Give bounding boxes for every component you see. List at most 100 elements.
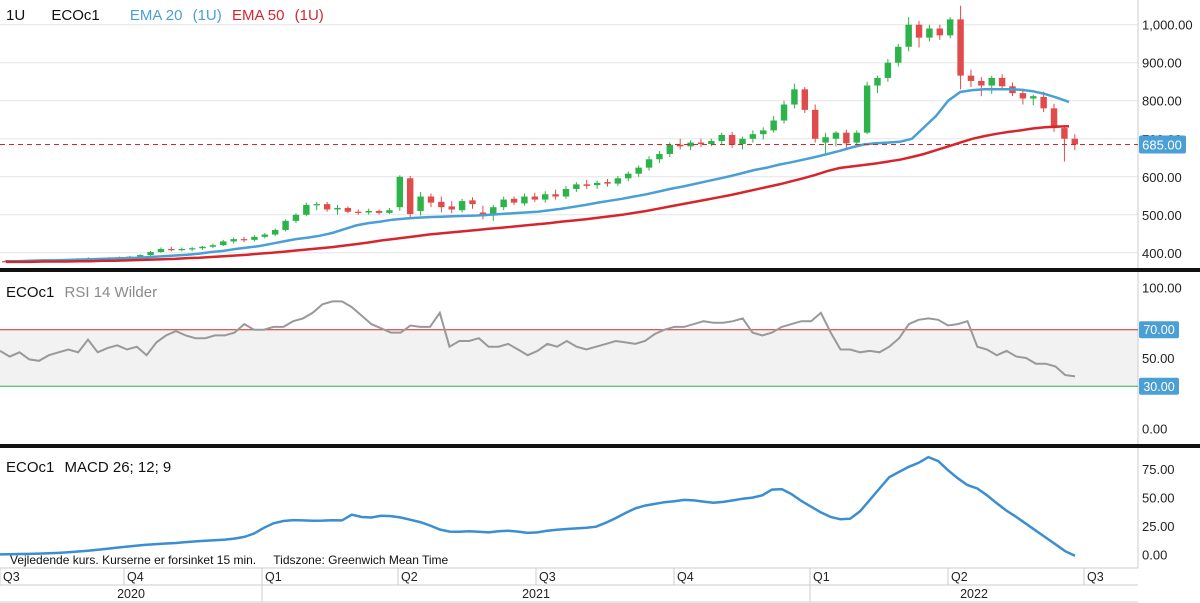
candle-body	[708, 141, 715, 145]
candle-body	[770, 120, 777, 131]
candle-body	[573, 184, 580, 189]
candle-body	[396, 176, 404, 208]
candle-body	[469, 200, 476, 205]
quarter-label: Q4	[677, 570, 694, 584]
candle	[375, 209, 383, 215]
candle-body	[687, 142, 694, 147]
candle	[1061, 125, 1068, 162]
candle-body	[791, 89, 798, 105]
price-ytick-label: 1,000.00	[1142, 18, 1193, 33]
candle-body	[334, 207, 341, 210]
quarter-label: Q1	[813, 570, 830, 584]
candle	[625, 171, 632, 182]
candle-body	[147, 252, 154, 256]
candle-body	[822, 137, 829, 143]
candle-body	[1050, 108, 1058, 129]
rsi-lower-badge: 30.00	[1139, 377, 1179, 395]
candle-body	[168, 248, 175, 251]
disclaimer-text: Vejledende kurs. Kurserne er forsinket 1…	[10, 553, 256, 567]
rsi-title: RSI 14 Wilder	[65, 284, 158, 301]
candle	[801, 87, 809, 113]
macd-line	[0, 455, 1076, 557]
year-label: 2021	[522, 587, 550, 601]
ema50-line	[6, 124, 1070, 264]
candle-body	[136, 255, 144, 257]
candle	[292, 213, 300, 224]
candle	[220, 239, 227, 246]
footer-notice: Vejledende kurs. Kurserne er forsinket 1…	[10, 553, 449, 567]
candle-body	[188, 248, 196, 250]
candle	[1, 260, 9, 263]
candle-body	[490, 207, 497, 215]
candle-body	[355, 211, 362, 213]
candle	[946, 17, 954, 39]
candle	[313, 201, 320, 211]
quarter-label: Q3	[1087, 570, 1104, 584]
candle-body	[593, 182, 601, 186]
macd-ytick-label: 25.00	[1142, 519, 1175, 534]
candle-body	[905, 24, 912, 47]
candle	[271, 228, 279, 237]
candle-body	[157, 248, 165, 253]
candle-body	[895, 46, 902, 63]
candle	[988, 75, 995, 94]
timezone-text: Tidszone: Greenwich Mean Time	[273, 553, 448, 567]
ema20-legend-suffix: (1U)	[193, 7, 222, 24]
candle	[739, 136, 746, 150]
rsi-legend: ECOc1 RSI 14 Wilder	[6, 284, 157, 301]
candle-body	[240, 239, 248, 241]
candle	[458, 198, 466, 213]
candle-body	[292, 214, 300, 221]
candle-body	[739, 138, 746, 145]
price-ytick-label: 800.00	[1142, 94, 1182, 109]
candle-body	[178, 248, 185, 251]
candle	[427, 193, 435, 208]
candle	[749, 130, 757, 143]
panel-divider[interactable]	[0, 444, 1200, 448]
price-ytick-label: 900.00	[1142, 56, 1182, 71]
candle	[438, 196, 445, 213]
candle-body	[230, 239, 237, 242]
candle-body	[1, 261, 9, 263]
candle-body	[718, 134, 725, 142]
rsi-upper-badge: 70.00	[1139, 321, 1179, 339]
candle-body	[500, 199, 507, 208]
candle	[355, 209, 362, 215]
candle	[406, 176, 414, 219]
candle	[811, 104, 819, 143]
candle-body	[635, 167, 642, 174]
candle	[490, 204, 497, 221]
candle-body	[375, 210, 383, 213]
quarter-label: Q3	[3, 570, 20, 584]
candle	[261, 233, 269, 239]
last-price-badge: 685.00	[1139, 135, 1186, 154]
candle	[178, 247, 185, 252]
candle-body	[282, 220, 289, 230]
candle	[874, 75, 881, 94]
candle-body	[583, 184, 590, 186]
candle	[780, 100, 788, 124]
quarter-label: Q1	[265, 570, 282, 584]
rsi-line	[0, 300, 1076, 378]
candle-body	[251, 236, 258, 240]
price-ytick-label: 600.00	[1142, 170, 1182, 185]
candle	[1040, 91, 1047, 113]
panel-divider[interactable]	[0, 268, 1200, 272]
candle	[791, 83, 798, 109]
candle-body	[323, 204, 331, 210]
macd-symbol: ECOc1	[6, 459, 54, 476]
candle-body	[811, 109, 819, 139]
candle	[541, 191, 549, 203]
candle-body	[365, 210, 372, 213]
candle	[822, 132, 829, 154]
price-panel: 400.00500.00600.00700.00800.00900.001,00…	[0, 0, 1193, 268]
candle	[334, 204, 341, 215]
rsi-ytick-label: 0.00	[1142, 422, 1167, 437]
ema50-legend-suffix: (1U)	[295, 7, 324, 24]
candle-body	[271, 229, 279, 235]
candle-body	[209, 245, 217, 247]
candle-body	[832, 132, 840, 139]
candle-body	[531, 196, 539, 200]
candle-body	[863, 85, 871, 133]
